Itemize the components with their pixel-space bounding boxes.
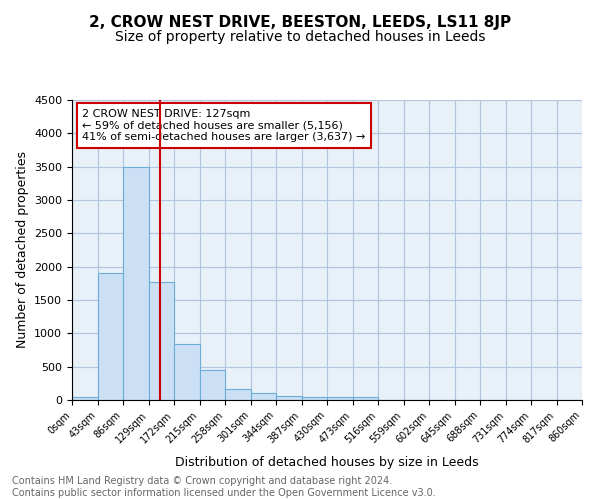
Bar [327, 397, 353, 400]
Text: Size of property relative to detached houses in Leeds: Size of property relative to detached ho… [115, 30, 485, 44]
Bar [225, 389, 251, 400]
Text: 2, CROW NEST DRIVE, BEESTON, LEEDS, LS11 8JP: 2, CROW NEST DRIVE, BEESTON, LEEDS, LS11… [89, 15, 511, 30]
Bar [149, 282, 174, 400]
Y-axis label: Number of detached properties: Number of detached properties [16, 152, 29, 348]
Bar [174, 344, 199, 400]
Text: 2 CROW NEST DRIVE: 127sqm
← 59% of detached houses are smaller (5,156)
41% of se: 2 CROW NEST DRIVE: 127sqm ← 59% of detac… [82, 109, 365, 142]
Bar [251, 394, 276, 400]
Bar [276, 396, 302, 400]
Bar [302, 396, 327, 400]
Bar [72, 396, 97, 400]
Text: Contains HM Land Registry data © Crown copyright and database right 2024.
Contai: Contains HM Land Registry data © Crown c… [12, 476, 436, 498]
Bar [353, 396, 378, 400]
Bar [123, 166, 149, 400]
Bar [97, 274, 123, 400]
Bar [199, 370, 225, 400]
X-axis label: Distribution of detached houses by size in Leeds: Distribution of detached houses by size … [175, 456, 479, 468]
